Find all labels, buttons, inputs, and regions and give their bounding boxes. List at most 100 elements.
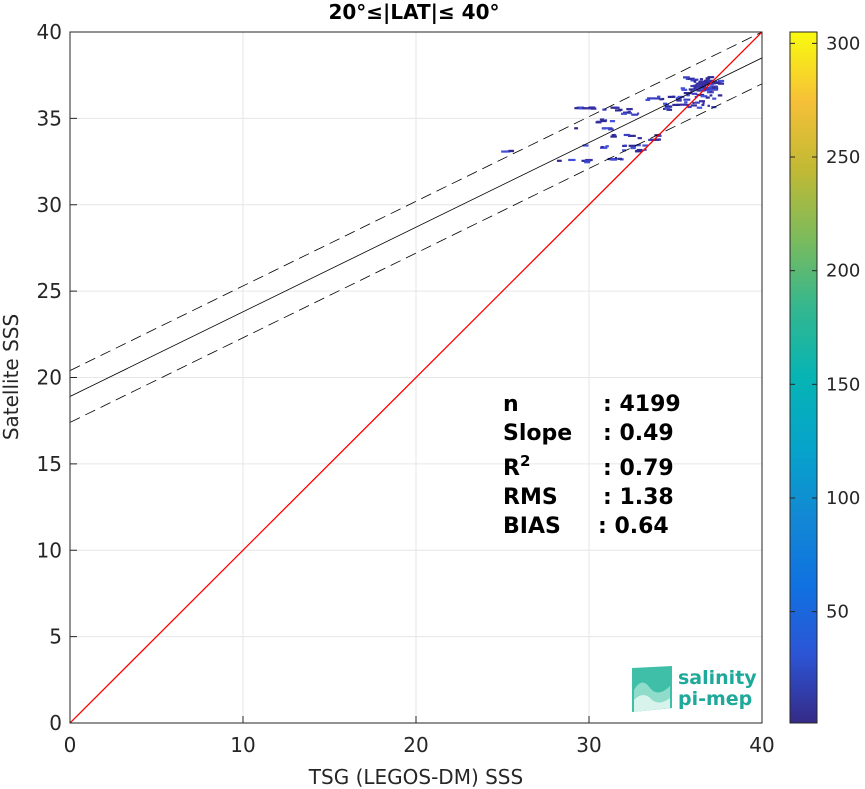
scatter-point <box>602 127 610 130</box>
scatter-point <box>602 108 607 111</box>
scatter-point <box>509 149 515 153</box>
scatter-point <box>711 88 717 91</box>
scatter-point <box>642 144 649 147</box>
salinity-pi-mep-logo: salinity pi-mep <box>632 666 757 712</box>
scatter-point <box>505 150 511 153</box>
scatter-point <box>590 107 597 110</box>
scatter-point <box>709 94 713 97</box>
scatter-point <box>696 82 704 86</box>
scatter-point <box>701 103 705 107</box>
identity-line <box>70 32 762 723</box>
scatter-point <box>662 97 665 101</box>
y-tick-label: 25 <box>37 279 62 303</box>
upper-band-line <box>70 32 762 371</box>
x-tick-label: 20 <box>403 733 428 757</box>
scatter-point <box>622 149 627 152</box>
scatter-point <box>654 97 660 100</box>
scatter-point <box>647 97 655 100</box>
scatter-point <box>623 133 631 137</box>
scatter-point <box>582 144 589 147</box>
scatter-point <box>706 89 713 92</box>
scatter-point <box>605 145 609 148</box>
x-tick-label: 40 <box>749 733 774 757</box>
scatter-point <box>628 144 637 147</box>
scatter-point <box>712 81 720 84</box>
scatter-point <box>608 128 614 131</box>
scatter-point <box>702 88 711 92</box>
stats-box: n: 4199 Slope: 0.49 R2: 0.79 RMS: 1.38 BIAS:… <box>503 392 681 539</box>
scatter-point <box>596 120 601 123</box>
scatter-point <box>687 77 695 80</box>
scatter-point <box>680 87 686 90</box>
scatter-point <box>698 100 705 103</box>
scatter-point <box>712 86 716 89</box>
scatter-point <box>706 86 713 90</box>
scatter-point <box>613 106 620 109</box>
stat-label: RMS <box>503 485 558 510</box>
scatter-point <box>574 107 581 110</box>
x-axis-label: TSG (LEGOS-DM) SSS <box>308 765 523 789</box>
y-axis-label: Satellite SSS <box>0 314 23 440</box>
scatter-point <box>686 103 690 107</box>
x-tick-label: 0 <box>64 733 77 757</box>
stat-value: : 0.79 <box>603 456 674 481</box>
y-tick-label: 0 <box>49 711 62 735</box>
scatter-point <box>706 87 710 90</box>
scatter-point <box>676 96 682 100</box>
scatter-point <box>693 87 699 90</box>
scatter-point <box>690 89 693 93</box>
scatter-point <box>643 148 647 151</box>
scatter-point <box>705 96 710 99</box>
scatter-point <box>626 107 633 111</box>
colorbar-tick-label: 250 <box>826 147 860 168</box>
scatter-point <box>618 108 623 111</box>
scatter-point <box>656 95 661 98</box>
scatter-point <box>707 104 710 107</box>
colorbar-tick-label: 100 <box>826 488 860 509</box>
logo-line1: salinity <box>678 667 757 689</box>
scatter-point <box>581 107 589 110</box>
scatter-point <box>705 77 711 80</box>
scatter-point <box>699 85 705 88</box>
scatter-point <box>687 105 692 109</box>
scatter-point <box>690 104 697 107</box>
scatter-point <box>717 94 723 97</box>
scatter-point <box>698 80 704 83</box>
scatter-point <box>712 97 717 100</box>
scatter-point <box>636 148 643 152</box>
scatter-point <box>667 95 675 99</box>
scatter-point <box>662 102 668 105</box>
scatter-point <box>623 111 632 114</box>
scatter-point <box>707 76 715 79</box>
scatter-point <box>501 150 508 153</box>
scatter-point <box>631 113 639 116</box>
scatter-point <box>702 102 705 105</box>
stat-value: : 0.64 <box>598 514 669 539</box>
scatter-point <box>611 134 615 137</box>
scatter-point <box>681 88 688 91</box>
logo-line2: pi-mep <box>678 688 752 710</box>
scatter-point <box>683 98 691 101</box>
scatter-point <box>694 95 698 99</box>
scatter-point <box>691 92 698 95</box>
stat-value: : 0.49 <box>603 421 674 446</box>
scatter-point <box>685 77 690 81</box>
scatter-point <box>684 101 688 104</box>
scatter-point <box>620 112 627 115</box>
scatter-point <box>688 88 694 91</box>
scatter-point <box>672 103 679 107</box>
scatter-point <box>679 103 687 106</box>
scatter-point <box>637 137 642 140</box>
scatter-point <box>696 88 704 91</box>
scatter-point <box>696 93 705 97</box>
y-tick-label: 20 <box>37 366 62 390</box>
regression-lines <box>70 32 762 723</box>
stat-value: : 4199 <box>603 392 681 417</box>
scatter-point <box>701 83 709 86</box>
scatter-point <box>697 89 706 92</box>
colorbar-tick-label: 300 <box>826 33 860 54</box>
scatter-point <box>629 112 633 115</box>
scatter-point <box>709 90 713 93</box>
stat-label: BIAS <box>503 514 561 539</box>
